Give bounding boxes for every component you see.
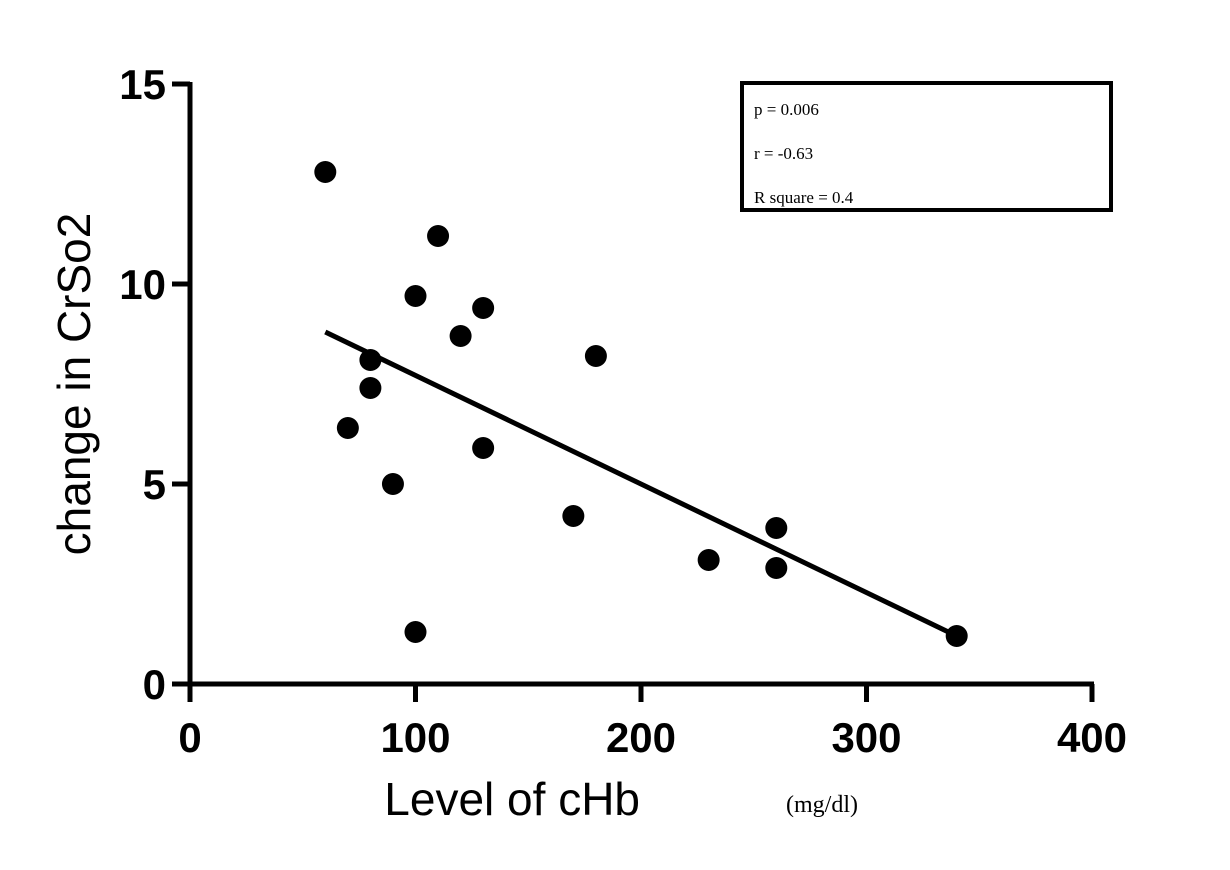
stats-p-value: p = 0.006	[754, 100, 819, 119]
scatter-point	[336, 417, 359, 439]
scatter-point	[359, 349, 382, 371]
scatter-point	[314, 161, 337, 183]
stats-r-value: r = -0.63	[754, 144, 813, 163]
scatter-point	[427, 225, 450, 247]
stats-box-border	[740, 81, 1113, 212]
scatter-point	[765, 557, 788, 579]
scatter-point	[562, 505, 585, 527]
y-tick-label: 10	[119, 261, 166, 308]
scatter-point	[404, 621, 427, 643]
y-axis-title: change in CrSo2	[48, 213, 100, 556]
scatter-point	[472, 437, 495, 459]
x-tick-label: 400	[1057, 714, 1127, 761]
scatter-point	[381, 473, 404, 495]
y-tick-label: 15	[119, 61, 166, 108]
regression-line-group	[324, 329, 958, 639]
x-tick-label: 0	[178, 714, 201, 761]
x-tick-label: 300	[831, 714, 901, 761]
scatter-point	[945, 625, 968, 647]
scatter-point	[584, 345, 607, 367]
stats-r-square: R square = 0.4	[754, 188, 854, 207]
regression-line	[324, 329, 958, 639]
x-axis-title: Level of cHb	[384, 773, 640, 825]
y-tick-label: 0	[143, 661, 166, 708]
x-tick-label: 200	[606, 714, 676, 761]
scatter-point	[359, 377, 382, 399]
x-axis-unit: (mg/dl)	[786, 792, 858, 818]
scatter-point	[697, 549, 720, 571]
x-tick-label: 100	[380, 714, 450, 761]
scatter-point	[449, 325, 472, 347]
scatter-point	[472, 297, 495, 319]
scatter-point	[404, 285, 427, 307]
x-ticks: 0 100 200 300 400	[178, 684, 1127, 761]
scatter-point	[765, 517, 788, 539]
y-ticks: 0 5 10 15	[119, 61, 190, 708]
stats-box: p = 0.006 r = -0.63 R square = 0.4	[740, 81, 1113, 212]
y-tick-label: 5	[143, 461, 166, 508]
data-points	[314, 161, 968, 647]
